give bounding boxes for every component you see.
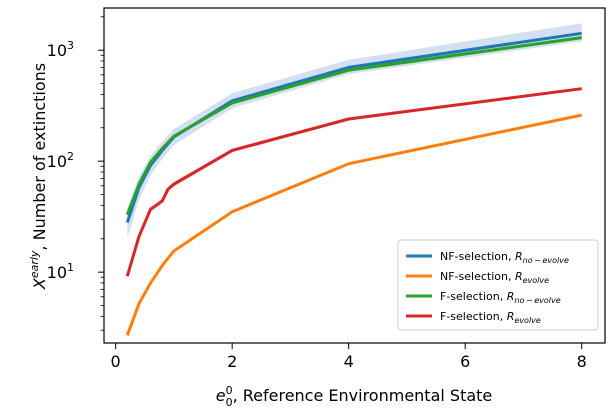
legend-label: F-selection, Rno − evolve: [440, 290, 561, 305]
series-2-line: [125, 36, 582, 216]
plot-frame: [103, 7, 606, 344]
legend-box: [397, 239, 599, 331]
series-0-band: [127, 23, 582, 239]
x-tick-label: 2: [227, 352, 237, 371]
x-axis-text: , Reference Environmental State: [233, 386, 493, 405]
series-1-line: [125, 113, 583, 336]
x-axis-symbol-sub: 0: [226, 396, 233, 409]
legend: NF-selection, Rno − evolve NF-selection, …: [397, 239, 599, 331]
x-axis-symbol: e: [216, 386, 226, 405]
y-tick-label: 102: [47, 150, 74, 171]
x-tick-label: 8: [577, 352, 587, 371]
x-axis-title: e0 0, Reference Environmental State: [216, 384, 493, 409]
x-axis-symbol-sup: 0: [226, 384, 233, 397]
legend-label: NF-selection, Revolve: [440, 270, 549, 285]
y-axis-text: , Number of extinctions: [30, 63, 49, 251]
y-axis-symbol: X: [30, 277, 49, 290]
x-tick-label: 4: [344, 352, 354, 371]
y-axis-ticks: 101 102 103: [47, 16, 104, 331]
y-axis-symbol-sup: early: [28, 250, 41, 278]
series-3-line: [125, 87, 582, 277]
y-axis-title: Xearly, Number of extinctions: [28, 63, 49, 290]
x-tick-label: 6: [460, 352, 470, 371]
y-tick-label: 101: [47, 261, 74, 282]
y-tick-label: 103: [47, 39, 74, 60]
series-lines: [125, 31, 583, 336]
legend-label: F-selection, Revolve: [440, 310, 541, 325]
x-tick-label: 0: [111, 352, 121, 371]
legend-label: NF-selection, Rno − evolve: [440, 250, 569, 265]
x-axis-ticks: 0 2 4 6 8: [111, 343, 587, 371]
